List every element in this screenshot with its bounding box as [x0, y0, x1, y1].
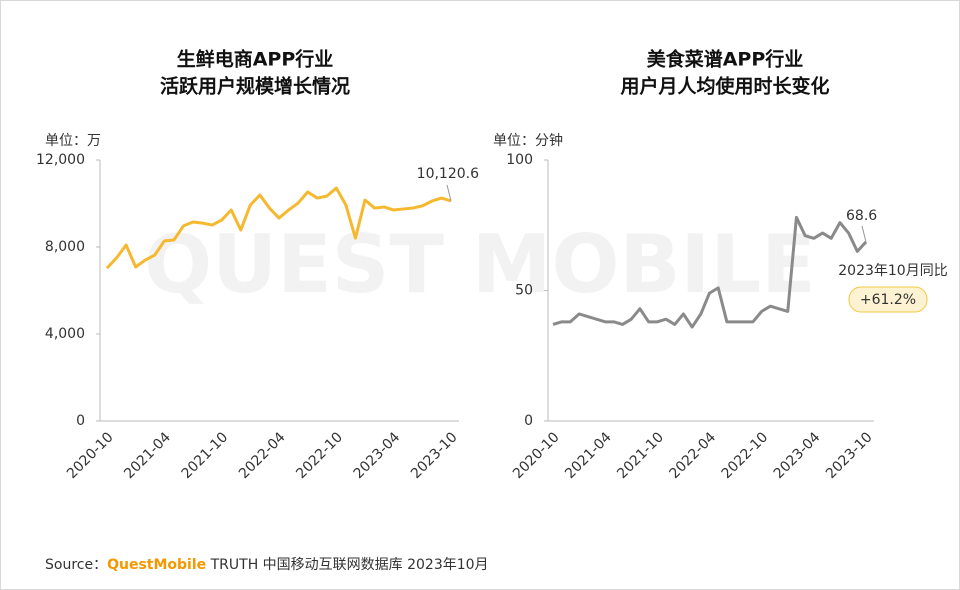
annotation: 2023年10月同比 — [838, 263, 947, 279]
value-label: 68.6 — [846, 208, 877, 224]
label-leader — [446, 184, 452, 201]
chart-title: 活跃用户规模增长情况 — [160, 75, 350, 98]
chart-title: 美食菜谱APP行业 — [647, 48, 804, 71]
watermark: QUEST MOBILE — [144, 218, 816, 311]
data-line — [552, 215, 868, 329]
badge-bg — [848, 286, 928, 313]
y-tick-label: 0 — [76, 413, 85, 429]
source-brand: QuestMobile — [107, 557, 206, 573]
y-tick-label: 8,000 — [45, 239, 85, 255]
chart-title: 用户月人均使用时长变化 — [620, 75, 829, 98]
y-tick-label: 50 — [515, 283, 533, 299]
y-tick-label: 12,000 — [36, 152, 85, 168]
value-label: 10,120.6 — [417, 166, 479, 182]
source: Source：QuestMobile TRUTH 中国移动互联网数据库 2023… — [45, 557, 489, 573]
y-tick-label: 0 — [524, 413, 533, 429]
label-leader — [861, 225, 867, 243]
unit-label: 单位：万 — [45, 133, 101, 149]
y-tick-label: 4,000 — [45, 326, 85, 342]
badge: +61.2% — [860, 292, 916, 308]
data-line — [105, 186, 452, 270]
source-prefix: Source： — [45, 557, 107, 573]
source-rest: TRUTH 中国移动互联网数据库 2023年10月 — [210, 557, 489, 573]
chart-title: 生鲜电商APP行业 — [177, 48, 334, 71]
y-tick-label: 100 — [506, 152, 533, 168]
unit-label: 单位：分钟 — [493, 132, 563, 149]
